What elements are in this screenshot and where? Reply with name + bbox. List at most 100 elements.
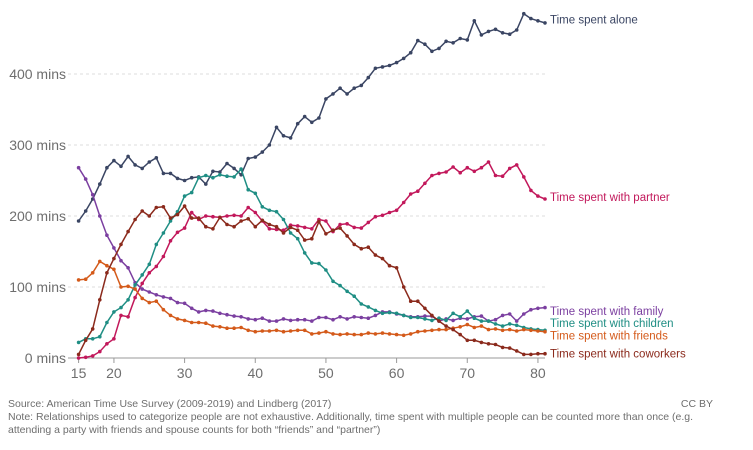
data-point — [105, 342, 109, 346]
data-point — [423, 317, 427, 321]
series-label: Time spent with partner — [550, 192, 670, 204]
data-point — [423, 314, 427, 318]
x-tick-label: 15 — [71, 365, 87, 381]
data-point — [500, 328, 505, 333]
data-point — [90, 271, 95, 275]
footnote: Note: Relationships used to categorize p… — [8, 411, 694, 436]
data-point — [76, 278, 81, 282]
data-point — [500, 324, 505, 328]
y-tick-label: 300 mins — [9, 137, 66, 153]
data-point — [394, 266, 399, 270]
data-point — [126, 284, 130, 289]
data-point — [126, 266, 130, 270]
data-point — [126, 315, 130, 319]
data-point — [105, 165, 109, 170]
data-point — [140, 166, 144, 171]
data-point — [119, 164, 123, 169]
data-point — [253, 317, 258, 322]
series-label: Time spent with children — [550, 318, 674, 330]
series-time-spent-alone — [76, 11, 547, 223]
data-point — [507, 322, 512, 326]
series-line — [77, 12, 546, 222]
data-point — [154, 156, 159, 160]
data-point — [260, 316, 265, 321]
y-tick-label: 200 mins — [9, 208, 66, 224]
data-point — [281, 228, 286, 232]
data-point — [218, 215, 222, 220]
data-point — [387, 332, 392, 336]
data-point — [345, 234, 349, 238]
data-point — [218, 325, 222, 329]
data-point — [140, 209, 144, 213]
data-point — [366, 75, 371, 80]
series-label: Time spent alone — [550, 14, 638, 26]
x-tick-label: 20 — [106, 365, 122, 381]
data-point — [232, 175, 236, 179]
data-point — [76, 352, 81, 357]
series-label: Time spent with coworkers — [550, 349, 686, 361]
data-point — [507, 32, 512, 36]
data-point — [218, 173, 222, 177]
data-point — [352, 294, 357, 299]
data-point — [366, 316, 371, 321]
data-point — [465, 309, 470, 313]
data-point — [317, 219, 321, 224]
data-point — [267, 227, 272, 231]
x-tick-label: 40 — [247, 365, 263, 381]
data-point — [189, 306, 194, 311]
data-point — [90, 192, 95, 197]
data-point — [479, 314, 484, 318]
data-point — [529, 188, 533, 193]
data-point — [387, 263, 392, 268]
data-point — [189, 320, 194, 325]
data-point — [507, 327, 512, 332]
data-point — [507, 166, 512, 171]
data-point — [543, 197, 547, 201]
data-point — [112, 310, 116, 314]
data-point — [161, 254, 166, 259]
series-lines — [76, 11, 547, 360]
data-point — [437, 171, 441, 176]
data-point — [253, 329, 258, 334]
data-point — [204, 173, 208, 178]
data-point — [338, 226, 342, 230]
data-point — [529, 16, 533, 21]
data-point — [310, 236, 314, 241]
data-point — [317, 116, 321, 120]
data-point — [295, 317, 300, 322]
data-point — [260, 329, 265, 333]
data-point — [359, 302, 364, 306]
data-point — [105, 271, 109, 275]
data-point — [175, 176, 180, 181]
data-point — [331, 317, 335, 322]
data-point — [218, 311, 222, 316]
data-point — [486, 342, 491, 346]
data-point — [522, 11, 526, 16]
x-axis: 15 20 30 40 50 60 70 80 — [71, 358, 546, 381]
data-point — [458, 170, 463, 175]
series-time-spent-with-partner — [76, 160, 547, 360]
data-point — [310, 261, 314, 265]
data-point — [133, 295, 137, 300]
data-point — [507, 312, 512, 316]
data-point — [154, 242, 159, 247]
gridlines — [68, 73, 545, 359]
data-point — [331, 92, 335, 96]
data-point — [493, 173, 498, 178]
data-point — [232, 213, 236, 218]
data-point — [126, 154, 130, 159]
data-point — [493, 322, 498, 326]
data-point — [359, 83, 364, 88]
data-point — [83, 209, 88, 213]
y-tick-label: 100 mins — [9, 279, 66, 295]
data-point — [225, 222, 229, 227]
data-point — [408, 192, 413, 196]
data-point — [189, 216, 194, 220]
data-point — [246, 205, 250, 210]
data-point — [76, 340, 81, 345]
data-point — [345, 317, 349, 321]
data-point — [493, 317, 498, 322]
data-point — [514, 163, 519, 167]
data-point — [161, 171, 166, 176]
license-label: CC BY — [680, 398, 713, 410]
